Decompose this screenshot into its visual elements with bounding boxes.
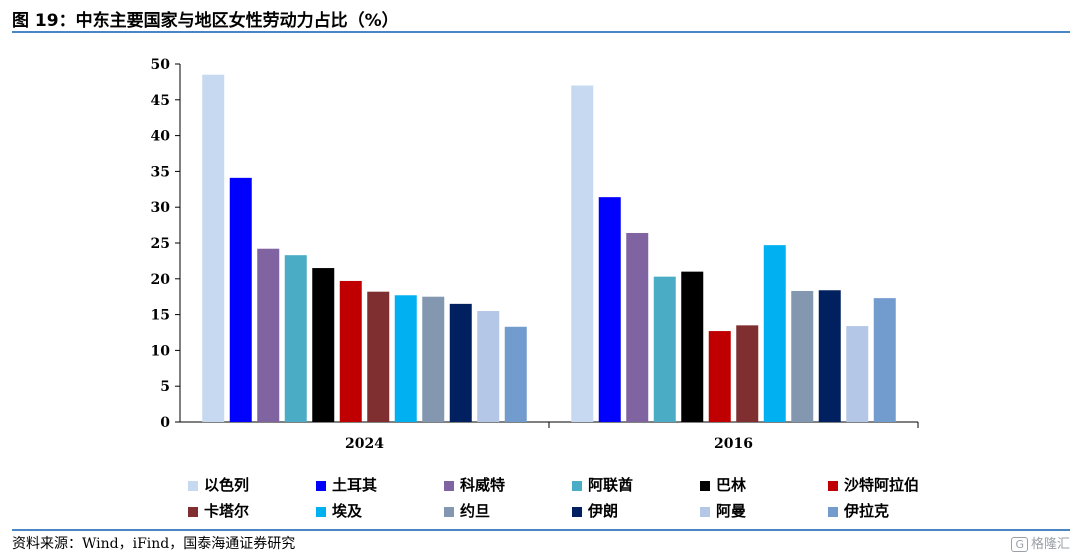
legend-swatch <box>444 480 454 491</box>
legend-label: 阿曼 <box>716 502 747 520</box>
source-divider <box>12 529 1070 531</box>
legend-label: 埃及 <box>332 502 363 520</box>
bar-2024-6 <box>367 291 390 422</box>
legend-label: 阿联酋 <box>588 476 634 494</box>
bar-2024-3 <box>284 255 307 422</box>
legend-swatch <box>188 506 198 517</box>
legend-swatch <box>444 506 454 517</box>
bar-2024-11 <box>504 326 527 422</box>
legend-label: 约旦 <box>460 502 491 520</box>
title-divider <box>12 31 1070 33</box>
legend-swatch <box>316 480 326 491</box>
y-tick-label: 45 <box>151 93 170 109</box>
legend-label: 伊拉克 <box>844 502 890 520</box>
legend-item: 巴林 <box>700 474 746 495</box>
x-category-label: 2016 <box>714 436 753 452</box>
bar-2024-10 <box>477 311 500 422</box>
y-tick-label: 40 <box>151 129 171 145</box>
legend-label: 土耳其 <box>332 476 378 494</box>
bar-2024-5 <box>339 280 362 422</box>
legend-label: 伊朗 <box>588 502 619 520</box>
legend-label: 巴林 <box>716 476 747 494</box>
bar-2016-3 <box>653 276 676 422</box>
bar-2016-10 <box>846 326 869 422</box>
y-tick-label: 25 <box>151 236 170 252</box>
bar-2016-5 <box>708 331 731 422</box>
legend-item: 土耳其 <box>316 474 377 495</box>
legend-item: 卡塔尔 <box>188 500 249 521</box>
bar-2016-1 <box>598 197 621 422</box>
legend-label: 科威特 <box>460 476 506 494</box>
bar-2016-9 <box>818 290 841 422</box>
legend-swatch <box>828 506 838 517</box>
legend-item: 沙特阿拉伯 <box>828 474 919 495</box>
x-category-label: 2024 <box>345 436 384 452</box>
bar-2024-7 <box>394 295 417 422</box>
figure-title: 图 19：中东主要国家与地区女性劳动力占比（%） <box>12 11 399 31</box>
bar-2024-4 <box>312 268 335 422</box>
y-tick-label: 20 <box>151 272 171 288</box>
bar-2024-8 <box>422 296 445 422</box>
watermark-logo-icon: G <box>1011 537 1028 552</box>
legend-swatch <box>828 480 838 491</box>
legend-item: 科威特 <box>444 474 505 495</box>
legend-swatch <box>572 506 582 517</box>
legend-item: 以色列 <box>188 474 249 495</box>
legend-label: 沙特阿拉伯 <box>844 476 920 494</box>
y-tick-label: 0 <box>160 415 170 431</box>
y-tick-label: 30 <box>151 200 171 216</box>
bar-2024-9 <box>449 303 472 422</box>
legend-item: 阿联酋 <box>572 474 633 495</box>
legend-swatch <box>188 480 198 491</box>
bar-2016-2 <box>626 232 649 422</box>
legend-swatch <box>316 506 326 517</box>
legend-swatch <box>700 480 710 491</box>
bar-chart: 0 5 10 15 20 25 30 35 40 45 50 2024 2016 <box>151 57 919 452</box>
y-tick-label: 50 <box>151 57 171 73</box>
legend-item: 阿曼 <box>700 500 746 521</box>
bar-2016-6 <box>736 325 759 422</box>
legend-item: 伊拉克 <box>828 500 889 521</box>
legend-item: 埃及 <box>316 500 362 521</box>
source-note: 资料来源：Wind，iFind，国泰海通证券研究 <box>12 536 296 552</box>
legend-label: 卡塔尔 <box>204 502 250 520</box>
legend-swatch <box>572 480 582 491</box>
bar-2016-11 <box>873 298 896 422</box>
bar-2024-0 <box>202 74 225 423</box>
bar-2016-7 <box>763 245 786 422</box>
bar-2024-2 <box>257 248 280 422</box>
legend-item: 约旦 <box>444 500 490 521</box>
watermark-text: 格隆汇 <box>1030 537 1070 552</box>
legend-item: 伊朗 <box>572 500 618 521</box>
watermark: G 格隆汇 <box>1011 533 1070 552</box>
y-tick-label: 35 <box>151 164 170 180</box>
legend-label: 以色列 <box>204 476 250 494</box>
bar-2016-0 <box>571 85 594 422</box>
y-tick-label: 10 <box>151 343 171 359</box>
y-tick-label: 15 <box>151 308 170 324</box>
legend-swatch <box>700 506 710 517</box>
y-tick-label: 5 <box>160 379 170 395</box>
bar-2024-1 <box>229 177 252 422</box>
bar-2016-4 <box>681 271 704 422</box>
bar-2016-8 <box>791 290 814 422</box>
